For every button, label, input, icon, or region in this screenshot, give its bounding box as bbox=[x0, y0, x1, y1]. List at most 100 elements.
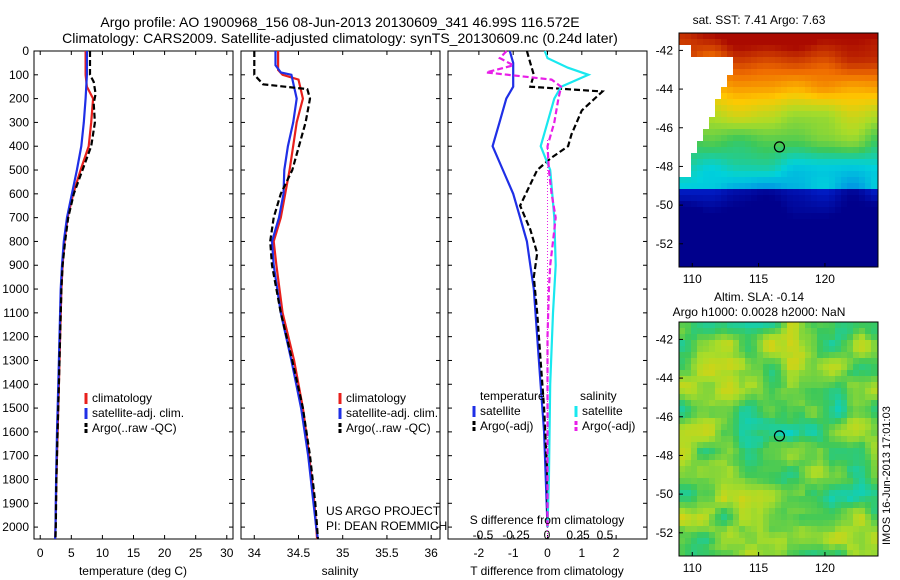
map-cell bbox=[703, 418, 710, 425]
map-cell bbox=[721, 436, 728, 443]
map-cell bbox=[835, 484, 842, 491]
map-cell bbox=[811, 123, 818, 130]
map-cell bbox=[709, 183, 716, 190]
map-cell bbox=[853, 147, 860, 154]
series-line bbox=[54, 51, 97, 540]
map-cell bbox=[745, 430, 752, 437]
lat-tick-label: -46 bbox=[656, 121, 674, 135]
map-cell bbox=[697, 322, 704, 329]
map-cell bbox=[715, 165, 722, 172]
map-cell bbox=[775, 261, 782, 267]
map-cell bbox=[733, 63, 740, 70]
map-cell bbox=[775, 454, 782, 461]
map-cell bbox=[835, 51, 842, 58]
map-cell bbox=[817, 189, 824, 196]
x-tick-label: 36 bbox=[424, 546, 438, 560]
map-cell bbox=[769, 526, 776, 533]
map-cell bbox=[871, 484, 878, 491]
map-cell bbox=[679, 201, 686, 208]
map-cell bbox=[751, 159, 758, 166]
map-cell bbox=[679, 177, 686, 184]
map-cell bbox=[805, 376, 812, 383]
map-cell bbox=[691, 147, 698, 154]
map-cell bbox=[703, 364, 710, 371]
map-cell bbox=[787, 424, 794, 431]
map-cell bbox=[781, 478, 788, 485]
map-cell bbox=[775, 550, 782, 556]
map-cell bbox=[841, 183, 848, 190]
map-cell bbox=[751, 111, 758, 118]
map-cell bbox=[811, 478, 818, 485]
map-cell bbox=[865, 388, 872, 395]
map-cell bbox=[721, 364, 728, 371]
map-cell bbox=[757, 388, 764, 395]
map-cell bbox=[745, 352, 752, 359]
map-cell bbox=[703, 334, 710, 341]
map-cell bbox=[829, 51, 836, 58]
map-cell bbox=[847, 93, 854, 100]
map-cell bbox=[703, 424, 710, 431]
map-cell bbox=[739, 502, 746, 509]
map-cell bbox=[799, 496, 806, 503]
map-cell bbox=[871, 346, 878, 353]
map-cell bbox=[823, 147, 830, 154]
map-cell bbox=[757, 117, 764, 124]
map-cell bbox=[829, 508, 836, 515]
map-cell bbox=[727, 400, 734, 407]
map-cell bbox=[781, 454, 788, 461]
map-cell bbox=[781, 532, 788, 539]
map-cell bbox=[679, 382, 686, 389]
map-cell bbox=[691, 69, 698, 76]
map-cell bbox=[799, 213, 806, 220]
map-cell bbox=[847, 352, 854, 359]
map-cell bbox=[871, 99, 878, 106]
map-cell bbox=[781, 400, 788, 407]
map-cell bbox=[841, 436, 848, 443]
map-cell bbox=[823, 430, 830, 437]
map-cell bbox=[799, 201, 806, 208]
map-cell bbox=[715, 370, 722, 377]
map-cell bbox=[817, 550, 824, 556]
map-cell bbox=[733, 129, 740, 136]
map-cell bbox=[817, 508, 824, 515]
map-cell bbox=[853, 364, 860, 371]
map-cell bbox=[769, 57, 776, 64]
map-cell bbox=[739, 514, 746, 521]
map-cell bbox=[727, 261, 734, 267]
map-cell bbox=[823, 129, 830, 136]
map-cell bbox=[739, 105, 746, 112]
map-cell bbox=[685, 99, 692, 106]
map-cell bbox=[811, 460, 818, 467]
map-cell bbox=[745, 219, 752, 226]
map-cell bbox=[787, 496, 794, 503]
map-cell bbox=[679, 370, 686, 377]
map-cell bbox=[691, 550, 698, 556]
map-cell bbox=[775, 135, 782, 142]
map-cell bbox=[739, 400, 746, 407]
depth-tick-label: 2000 bbox=[2, 520, 29, 534]
map-cell bbox=[721, 370, 728, 377]
map-cell bbox=[721, 81, 728, 88]
map-cell bbox=[865, 237, 872, 244]
map-cell bbox=[787, 370, 794, 377]
map-cell bbox=[865, 520, 872, 527]
map-cell bbox=[745, 129, 752, 136]
map-cell bbox=[745, 153, 752, 160]
map-cell bbox=[757, 99, 764, 106]
map-cell bbox=[745, 376, 752, 383]
map-cell bbox=[817, 219, 824, 226]
map-cell bbox=[727, 63, 734, 70]
map-cell bbox=[715, 171, 722, 178]
map-cell bbox=[793, 418, 800, 425]
map-cell bbox=[739, 478, 746, 485]
map-cell bbox=[763, 412, 770, 419]
map-cell bbox=[727, 225, 734, 232]
map-cell bbox=[781, 526, 788, 533]
map-cell bbox=[733, 484, 740, 491]
map-cell bbox=[721, 394, 728, 401]
map-cell bbox=[847, 45, 854, 52]
map-cell bbox=[805, 454, 812, 461]
map-cell bbox=[859, 364, 866, 371]
map-cell bbox=[751, 201, 758, 208]
map-cell bbox=[685, 117, 692, 124]
